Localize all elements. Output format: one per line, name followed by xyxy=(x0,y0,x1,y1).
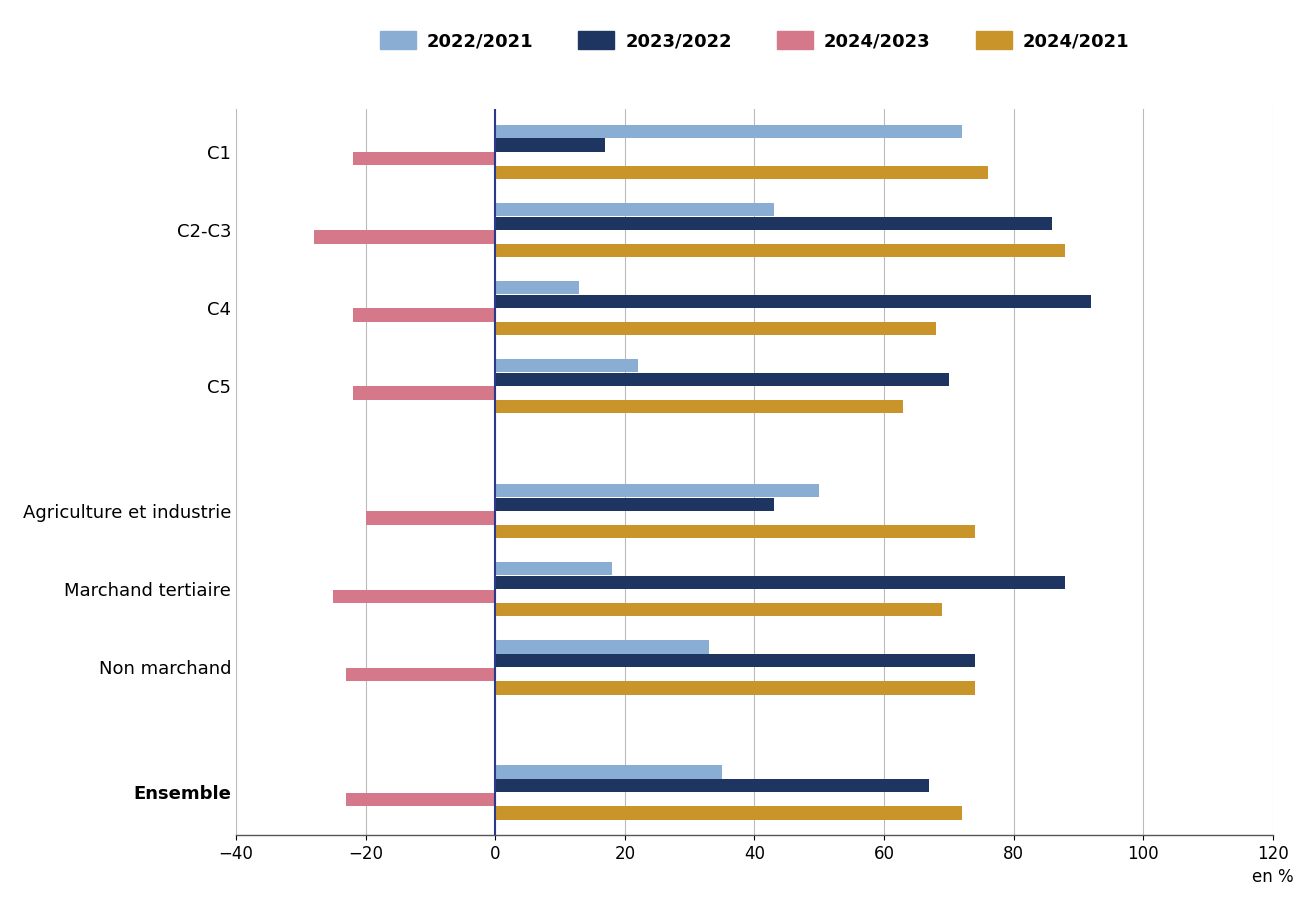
Bar xyxy=(496,603,942,617)
Bar xyxy=(333,589,496,603)
Bar xyxy=(496,640,708,654)
Bar xyxy=(496,779,929,792)
Bar xyxy=(496,166,988,179)
Bar xyxy=(353,309,496,321)
Bar xyxy=(496,400,904,413)
Bar xyxy=(496,124,962,138)
Bar xyxy=(496,765,722,778)
Bar xyxy=(496,525,975,538)
Text: en %: en % xyxy=(1252,868,1294,886)
Bar xyxy=(496,244,1065,257)
Bar xyxy=(496,359,638,372)
Bar xyxy=(366,511,496,525)
Bar xyxy=(353,153,496,165)
Bar xyxy=(346,667,496,681)
Bar xyxy=(496,216,1052,230)
Bar xyxy=(496,295,1092,308)
Bar xyxy=(496,373,949,386)
Bar xyxy=(496,498,774,511)
Bar xyxy=(496,806,962,820)
Bar xyxy=(496,202,774,216)
Bar xyxy=(496,322,935,335)
Legend: 2022/2021, 2023/2022, 2024/2023, 2024/2021: 2022/2021, 2023/2022, 2024/2023, 2024/20… xyxy=(373,24,1136,57)
Bar xyxy=(496,484,819,498)
Bar xyxy=(496,138,605,152)
Bar xyxy=(314,231,496,243)
Bar xyxy=(346,793,496,806)
Bar xyxy=(353,387,496,400)
Bar xyxy=(496,681,975,695)
Bar xyxy=(496,562,611,576)
Bar xyxy=(496,281,580,294)
Bar xyxy=(496,654,975,667)
Bar xyxy=(496,576,1065,589)
